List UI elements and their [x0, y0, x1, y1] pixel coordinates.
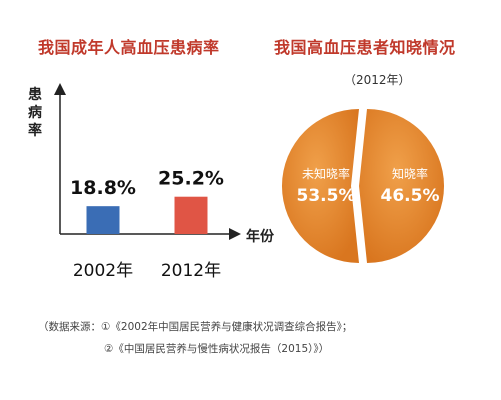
pie-chart-subtitle: （2012年）: [344, 73, 411, 87]
bar-value-label: 25.2%: [158, 168, 224, 190]
x-axis-label: 年份: [246, 229, 274, 245]
pie-label: 知晓率: [392, 166, 428, 181]
bar-value-label: 18.8%: [70, 177, 136, 199]
bar-2002年: [86, 206, 120, 234]
pie-chart: 未知晓率 53.5% 知晓率 46.5%: [281, 108, 445, 263]
pie-chart-title: 我国高血压患者知晓情况: [274, 38, 456, 57]
bar-chart: 18.8% 2002年 25.2% 2012年: [54, 83, 241, 281]
pie-slice-知晓率: [359, 109, 445, 263]
source-note-line-2: ②《中国居民营养与慢性病状况报告（2015）》）: [104, 343, 330, 355]
pie-value-label: 46.5%: [381, 186, 440, 206]
source-note-line-1: （数据来源：①《2002年中国居民营养与健康状况调查综合报告》；: [38, 321, 353, 333]
pie-value-label: 53.5%: [297, 186, 356, 206]
bar-2012年: [174, 196, 208, 234]
category-label: 2002年: [73, 261, 133, 281]
pie-slice-未知晓率: [281, 108, 359, 263]
pie-label: 未知晓率: [302, 166, 350, 181]
bar-chart-title: 我国成年人高血压患病率: [38, 38, 220, 57]
y-axis-label: 患病率: [28, 87, 42, 139]
category-label: 2012年: [161, 261, 221, 281]
